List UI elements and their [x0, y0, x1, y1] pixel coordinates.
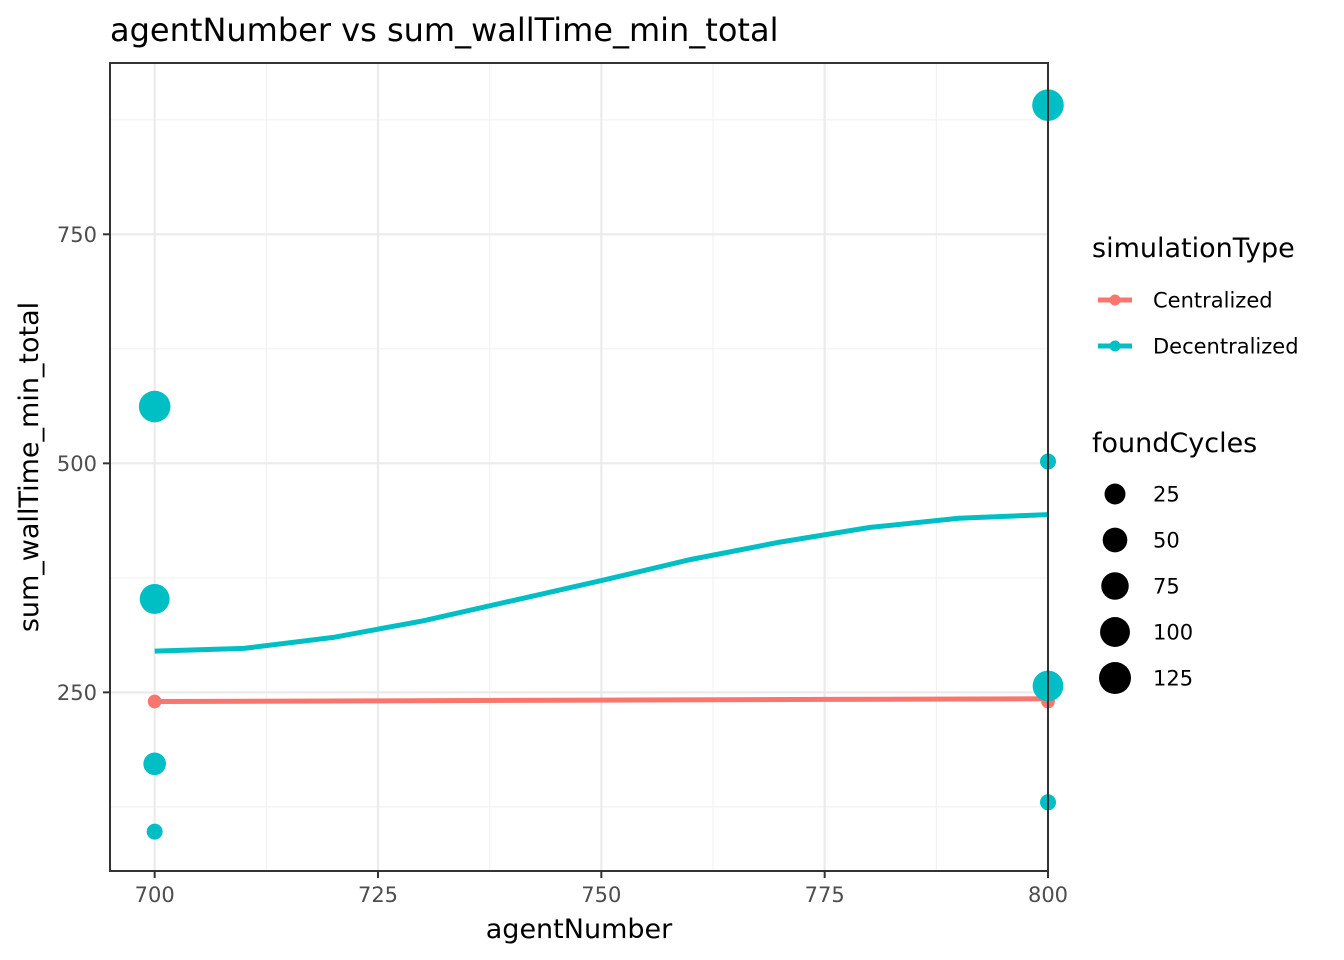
legend-label-centralized: Centralized — [1153, 289, 1273, 313]
y-axis-title: sum_wallTime_min_total — [14, 302, 45, 632]
size-legend-key — [1099, 662, 1131, 694]
size-legend-label: 25 — [1153, 483, 1180, 507]
y-tick-label: 250 — [57, 681, 97, 705]
y-tick-label: 750 — [57, 223, 97, 247]
plot-background — [110, 63, 1048, 871]
size-legend-key — [1102, 527, 1128, 553]
x-tick-label: 750 — [581, 883, 621, 907]
size-legend-key — [1104, 483, 1126, 505]
y-tick-label: 500 — [57, 452, 97, 476]
size-legend-key — [1100, 617, 1130, 647]
size-legend-label: 125 — [1153, 667, 1193, 691]
plot-border — [109, 62, 1049, 872]
decentralized-point — [139, 583, 170, 614]
size-legend-label: 75 — [1153, 575, 1180, 599]
size-legend: foundCycles 25 50 75 100 125 — [1092, 428, 1257, 694]
color-legend: simulationType Centralized Decentralized — [1092, 233, 1299, 359]
decentralized-point — [138, 390, 171, 423]
legend-key-point-centralized — [1109, 294, 1121, 306]
x-tick-label: 700 — [135, 883, 175, 907]
centralized-trend-line — [154, 696, 1049, 704]
centralized-point — [147, 694, 162, 709]
decentralized-point — [146, 823, 163, 840]
x-tick-label: 800 — [1028, 883, 1068, 907]
size-legend-label: 50 — [1153, 529, 1180, 553]
size-legend-key — [1101, 572, 1129, 600]
x-tick-label: 725 — [358, 883, 398, 907]
x-tick-label: 775 — [805, 883, 845, 907]
size-legend-label: 100 — [1153, 621, 1193, 645]
legend-key-point-decentralized — [1109, 340, 1121, 352]
color-legend-title: simulationType — [1092, 233, 1295, 264]
decentralized-trend-line — [154, 512, 1049, 654]
size-legend-title: foundCycles — [1092, 428, 1257, 459]
plot-area: 700 725 750 775 800 250 500 750 — [57, 62, 1068, 907]
decentralized-point — [143, 752, 166, 776]
legend-label-decentralized: Decentralized — [1153, 335, 1299, 359]
chart-title: agentNumber vs sum_wallTime_min_total — [110, 11, 778, 49]
x-axis-title: agentNumber — [486, 914, 673, 945]
